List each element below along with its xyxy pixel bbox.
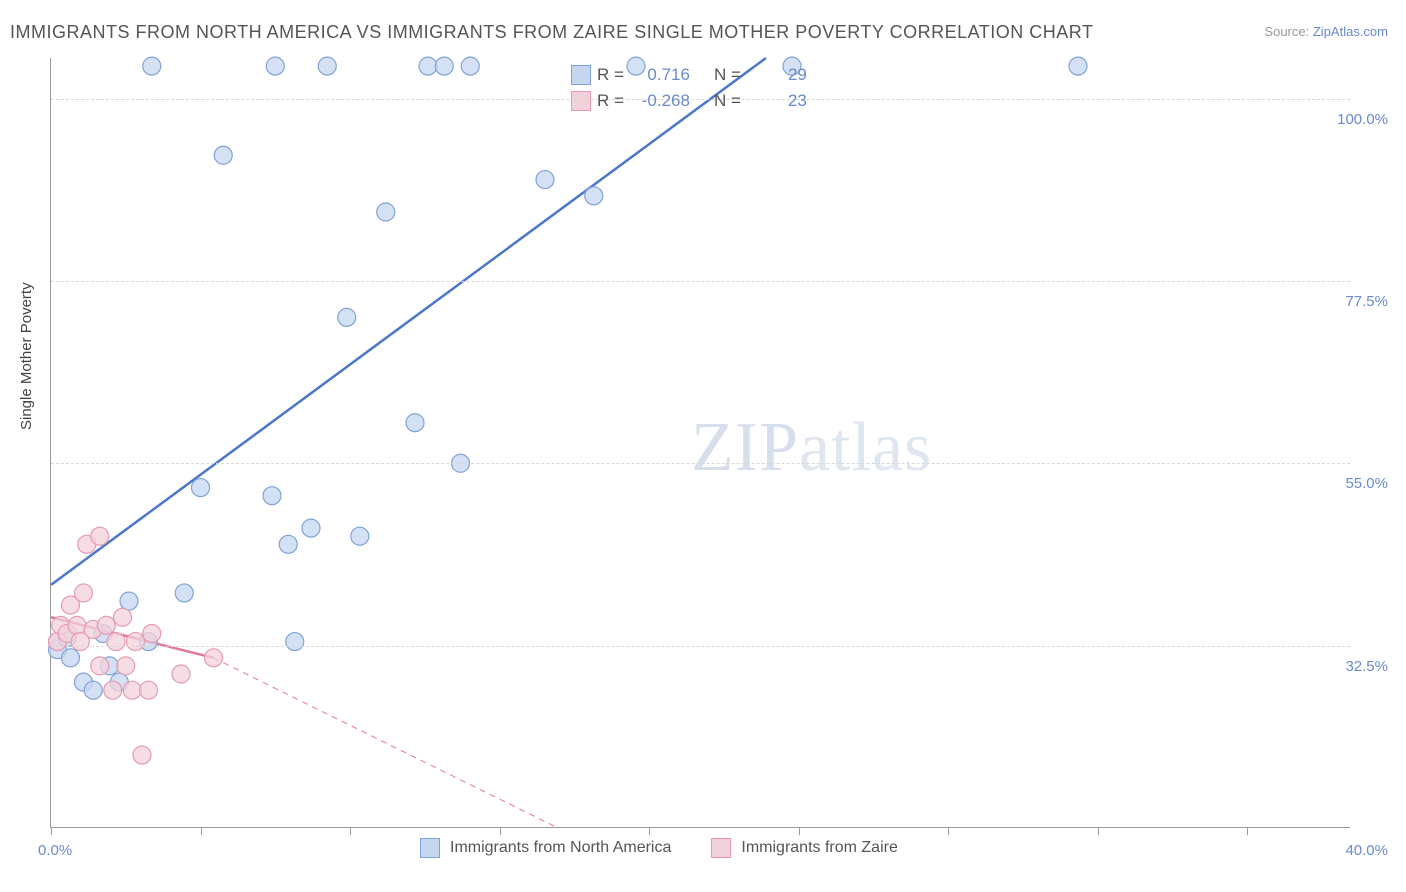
- data-point-north-america: [1069, 57, 1087, 75]
- data-point-north-america: [143, 57, 161, 75]
- y-axis-label: Single Mother Poverty: [18, 282, 35, 430]
- legend-swatch-zaire: [571, 91, 591, 111]
- data-point-north-america: [120, 592, 138, 610]
- legend-swatch-north-america-bottom: [420, 838, 440, 858]
- data-point-north-america: [338, 308, 356, 326]
- data-point-zaire: [205, 649, 223, 667]
- data-point-north-america: [377, 203, 395, 221]
- data-point-north-america: [419, 57, 437, 75]
- data-point-zaire: [107, 633, 125, 651]
- legend-item-zaire: Immigrants from Zaire: [711, 838, 897, 858]
- legend-row-zaire: R = -0.268 N = 23: [571, 88, 807, 114]
- x-tick: [51, 827, 52, 835]
- data-point-north-america: [435, 57, 453, 75]
- legend-item-north-america: Immigrants from North America: [420, 838, 671, 858]
- x-tick: [350, 827, 351, 835]
- data-point-north-america: [406, 414, 424, 432]
- x-tick: [649, 827, 650, 835]
- r-value-zaire: -0.268: [630, 91, 690, 111]
- source-link[interactable]: ZipAtlas.com: [1313, 24, 1388, 39]
- chart-title: IMMIGRANTS FROM NORTH AMERICA VS IMMIGRA…: [10, 22, 1093, 43]
- x-tick: [799, 827, 800, 835]
- data-point-north-america: [286, 633, 304, 651]
- data-point-north-america: [263, 487, 281, 505]
- data-point-north-america: [192, 479, 210, 497]
- legend-label-north-america: Immigrants from North America: [450, 839, 671, 857]
- data-point-zaire: [114, 608, 132, 626]
- source-attribution: Source: ZipAtlas.com: [1264, 24, 1388, 39]
- r-value-north-america: 0.716: [630, 65, 690, 85]
- legend-swatch-zaire-bottom: [711, 838, 731, 858]
- n-label: N =: [714, 91, 741, 111]
- data-point-north-america: [62, 649, 80, 667]
- n-value-north-america: 29: [747, 65, 807, 85]
- x-axis-start-label: 0.0%: [38, 842, 72, 859]
- data-point-north-america: [279, 535, 297, 553]
- data-point-zaire: [91, 657, 109, 675]
- y-tick-label: 77.5%: [1345, 293, 1388, 310]
- legend-row-north-america: R = 0.716 N = 29: [571, 62, 807, 88]
- source-label: Source:: [1264, 24, 1309, 39]
- data-point-zaire: [140, 681, 158, 699]
- gridline-horizontal: [51, 646, 1350, 647]
- data-point-zaire: [104, 681, 122, 699]
- chart-plot-area: ZIPatlas R = 0.716 N = 29 R = -0.268 N =…: [50, 58, 1350, 828]
- x-tick: [1247, 827, 1248, 835]
- x-axis-end-label: 40.0%: [1345, 842, 1388, 859]
- x-tick: [948, 827, 949, 835]
- legend-label-zaire: Immigrants from Zaire: [741, 839, 897, 857]
- gridline-horizontal: [51, 463, 1350, 464]
- r-label: R =: [597, 65, 624, 85]
- data-point-zaire: [75, 584, 93, 602]
- series-legend: Immigrants from North America Immigrants…: [420, 838, 898, 858]
- data-point-zaire: [97, 616, 115, 634]
- data-point-north-america: [351, 527, 369, 545]
- data-point-north-america: [84, 681, 102, 699]
- data-point-north-america: [318, 57, 336, 75]
- legend-swatch-north-america: [571, 65, 591, 85]
- y-tick-label: 55.0%: [1345, 475, 1388, 492]
- r-label: R =: [597, 91, 624, 111]
- gridline-horizontal: [51, 281, 1350, 282]
- regression-line-north-america: [51, 58, 766, 585]
- data-point-north-america: [214, 146, 232, 164]
- data-point-zaire: [91, 527, 109, 545]
- data-point-zaire: [68, 616, 86, 634]
- data-point-zaire: [123, 681, 141, 699]
- data-point-north-america: [585, 187, 603, 205]
- data-point-north-america: [266, 57, 284, 75]
- data-point-zaire: [127, 633, 145, 651]
- y-tick-label: 32.5%: [1345, 658, 1388, 675]
- data-point-north-america: [175, 584, 193, 602]
- x-tick: [500, 827, 501, 835]
- y-tick-label: 100.0%: [1337, 111, 1388, 128]
- data-point-zaire: [143, 624, 161, 642]
- data-point-north-america: [302, 519, 320, 537]
- n-value-zaire: 23: [747, 91, 807, 111]
- correlation-legend: R = 0.716 N = 29 R = -0.268 N = 23: [571, 62, 807, 114]
- x-tick: [201, 827, 202, 835]
- plot-svg: [51, 58, 1350, 827]
- n-label: N =: [714, 65, 741, 85]
- data-point-zaire: [172, 665, 190, 683]
- regression-line-zaire-dashed: [214, 658, 559, 828]
- data-point-north-america: [536, 171, 554, 189]
- data-point-zaire: [133, 746, 151, 764]
- data-point-zaire: [117, 657, 135, 675]
- x-tick: [1098, 827, 1099, 835]
- data-point-north-america: [461, 57, 479, 75]
